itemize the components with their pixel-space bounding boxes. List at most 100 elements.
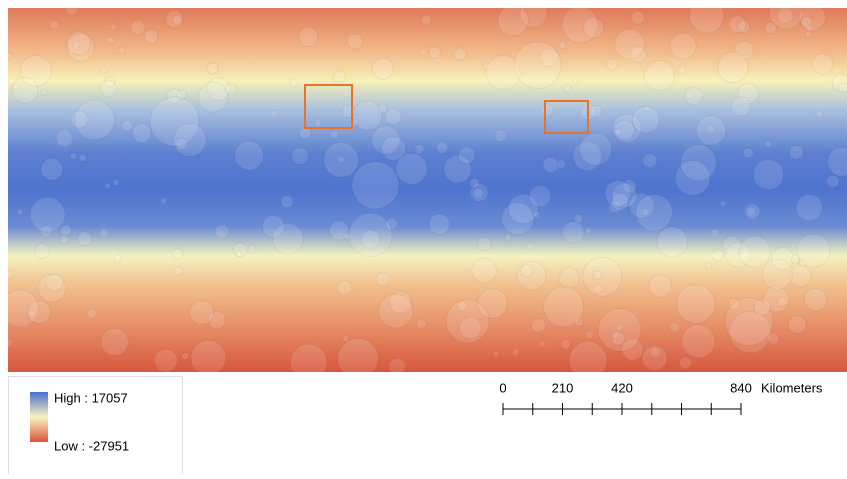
crater xyxy=(131,20,145,34)
crater xyxy=(816,110,824,118)
crater xyxy=(689,0,724,33)
crater xyxy=(337,280,352,295)
crater xyxy=(631,11,644,24)
crater xyxy=(114,255,121,262)
crater xyxy=(539,340,546,347)
crater xyxy=(182,353,189,360)
crater xyxy=(731,97,750,116)
crater xyxy=(729,299,740,310)
crater xyxy=(215,224,229,238)
crater xyxy=(132,124,151,143)
crater xyxy=(144,30,158,44)
crater xyxy=(514,42,561,89)
crater xyxy=(495,130,507,142)
crater xyxy=(586,331,594,339)
crater xyxy=(46,274,63,291)
crater xyxy=(561,340,571,350)
crater xyxy=(281,195,293,207)
crater xyxy=(207,63,218,74)
crater xyxy=(677,285,715,323)
crater xyxy=(527,243,534,250)
crater xyxy=(743,148,753,158)
crater xyxy=(605,180,631,206)
crater xyxy=(613,114,642,143)
crater xyxy=(644,60,674,90)
crater xyxy=(747,207,756,216)
crater xyxy=(6,53,12,59)
crater xyxy=(753,160,783,190)
crater xyxy=(446,300,489,343)
crater xyxy=(352,162,399,209)
crater xyxy=(498,5,529,36)
crater xyxy=(606,59,617,70)
crater xyxy=(41,89,47,95)
crater xyxy=(804,288,827,311)
crater xyxy=(790,266,811,287)
crater xyxy=(100,228,109,237)
crater xyxy=(478,237,491,250)
crater xyxy=(41,158,63,180)
crater xyxy=(87,309,97,319)
crater xyxy=(338,338,379,379)
crater xyxy=(271,110,278,117)
legend-color-ramp xyxy=(30,392,48,442)
crater xyxy=(559,268,579,288)
crater xyxy=(330,130,338,138)
crater xyxy=(585,228,591,234)
crater xyxy=(615,29,645,59)
scale-label: 210 xyxy=(552,380,574,395)
crater xyxy=(60,225,71,236)
legend-low: Low : -27951 xyxy=(54,438,129,453)
crater xyxy=(563,221,584,242)
crater xyxy=(174,267,183,276)
crater xyxy=(569,341,607,379)
crater xyxy=(172,248,183,259)
crater xyxy=(590,105,602,117)
crater xyxy=(649,275,671,297)
crater xyxy=(35,244,50,259)
crater xyxy=(101,328,128,355)
crater xyxy=(739,236,770,267)
crater xyxy=(372,126,401,155)
map-layout: High : 17057 Low : -27951 0210420840Kilo… xyxy=(0,0,847,474)
crater xyxy=(805,31,811,37)
crater xyxy=(67,31,91,55)
crater xyxy=(66,2,78,14)
crater xyxy=(572,78,578,84)
crater xyxy=(198,83,228,113)
scale-label: 0 xyxy=(499,380,506,395)
crater xyxy=(622,339,644,361)
crater xyxy=(521,265,533,277)
crater xyxy=(512,349,519,356)
crater xyxy=(754,299,770,315)
crater xyxy=(657,227,687,257)
crater xyxy=(299,27,318,46)
crater xyxy=(56,130,73,147)
crater xyxy=(541,104,554,117)
crater xyxy=(347,33,363,49)
crater xyxy=(50,20,59,29)
crater xyxy=(332,76,338,82)
crater xyxy=(593,284,602,293)
crater xyxy=(670,33,696,59)
crater xyxy=(30,197,65,232)
crater xyxy=(376,272,390,286)
crater xyxy=(712,250,723,261)
crater xyxy=(70,153,77,160)
crater xyxy=(738,21,750,33)
crater xyxy=(493,351,499,357)
crater xyxy=(796,194,822,220)
crater xyxy=(801,17,812,28)
crater xyxy=(118,47,125,54)
crater xyxy=(292,148,309,165)
crater xyxy=(71,111,88,128)
crater xyxy=(378,104,387,113)
crater xyxy=(78,232,92,246)
crater xyxy=(291,344,327,380)
crater xyxy=(173,124,206,157)
crater xyxy=(675,160,710,195)
scale-bar: 0210420840Kilometers xyxy=(499,380,823,415)
crater xyxy=(636,194,672,230)
crater xyxy=(643,154,657,168)
crater xyxy=(832,74,847,92)
